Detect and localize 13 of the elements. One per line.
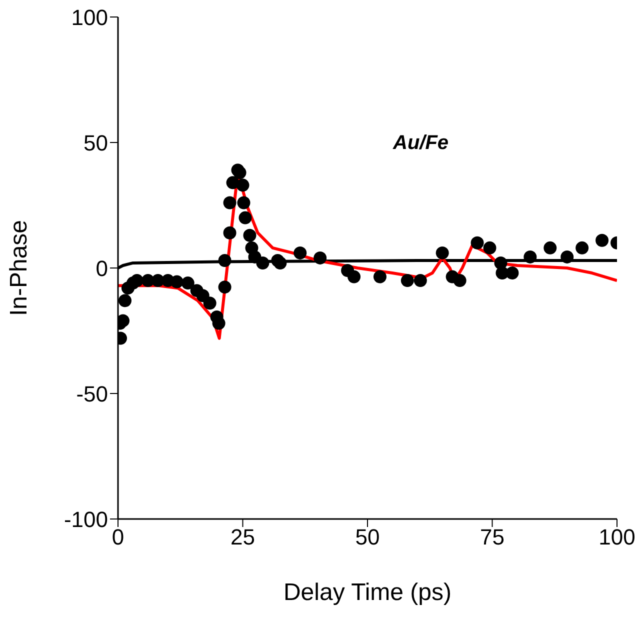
x-tick-label: 100 bbox=[598, 524, 636, 550]
y-tick-label: -100 bbox=[64, 506, 108, 532]
annotation: Au/Fe bbox=[393, 132, 449, 155]
x-tick-label: 75 bbox=[480, 524, 504, 550]
x-axis-title: Delay Time (ps) bbox=[283, 579, 452, 606]
x-tick-label: 50 bbox=[355, 524, 380, 550]
y-tick-label: 100 bbox=[71, 4, 108, 30]
y-tick-label: 50 bbox=[84, 130, 108, 156]
x-tick-label: 25 bbox=[230, 524, 255, 550]
y-tick-label: 0 bbox=[96, 256, 108, 281]
y-axis-title: In-Phase bbox=[6, 220, 33, 316]
y-tick-label: -50 bbox=[76, 381, 108, 406]
x-tick-label: 0 bbox=[112, 524, 124, 550]
